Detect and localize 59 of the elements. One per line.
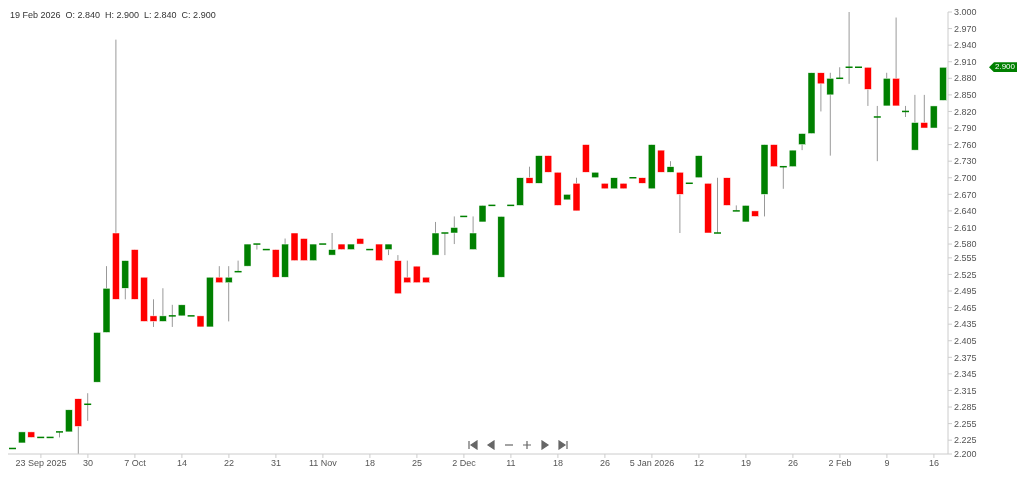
y-tick-label: 2.315 xyxy=(954,385,977,396)
x-tick-label: 12 xyxy=(693,458,704,469)
candlestick xyxy=(929,105,938,129)
x-tick-label: 23 Sep 2025 xyxy=(15,458,67,469)
y-tick-label: 2.465 xyxy=(954,302,977,313)
y-tick-label: 2.790 xyxy=(954,123,977,134)
y-tick-label: 2.730 xyxy=(954,156,977,167)
candlestick xyxy=(450,215,459,245)
y-tick-label: 2.580 xyxy=(954,239,977,250)
x-tick-label: 26 xyxy=(599,458,610,469)
y-tick-label: 2.940 xyxy=(954,40,977,51)
candlestick xyxy=(469,215,477,251)
candlestick xyxy=(168,304,176,328)
y-tick-label: 2.670 xyxy=(954,189,977,200)
candlestick xyxy=(714,177,721,234)
x-tick-label: 30 xyxy=(82,458,93,469)
x-tick-label: 2 Feb xyxy=(828,458,852,469)
y-tick-label: 2.850 xyxy=(954,90,977,101)
y-tick-label: 2.405 xyxy=(954,335,977,346)
x-tick-label: 25 xyxy=(411,458,422,469)
y-tick-label: 2.555 xyxy=(954,253,977,264)
y-tick-label: 2.610 xyxy=(954,222,977,233)
x-tick-label: 5 Jan 2026 xyxy=(629,458,675,469)
x-tick-label: 9 xyxy=(884,458,890,469)
y-tick-label: 2.255 xyxy=(954,418,977,429)
y-tick-label: 2.495 xyxy=(954,286,977,297)
y-tick-label: 2.700 xyxy=(954,172,977,183)
y-tick-label: 2.880 xyxy=(954,73,977,84)
y-tick-label: 2.345 xyxy=(954,369,977,380)
x-tick-label: 11 Nov xyxy=(308,458,338,469)
x-tick-label: 18 xyxy=(364,458,375,469)
y-tick-label: 2.375 xyxy=(954,352,977,363)
x-tick-label: 11 xyxy=(506,458,516,469)
y-tick-label: 3.000 xyxy=(954,7,977,18)
x-tick-label: 22 xyxy=(223,458,234,469)
x-tick-label: 19 xyxy=(740,458,751,469)
y-tick-label: 2.285 xyxy=(954,402,977,413)
y-tick-label: 2.200 xyxy=(954,449,977,460)
annotation: 19 Feb 2026 O: 2.840 H: 2.900 L: 2.840 C: 2.900 xyxy=(10,10,216,20)
candlestick xyxy=(224,265,233,322)
candlestick xyxy=(694,155,703,179)
y-tick-label: 2.640 xyxy=(954,206,977,217)
y-tick-label: 2.435 xyxy=(954,319,977,330)
y-tick-label: 2.970 xyxy=(954,23,977,34)
candlestick xyxy=(873,105,881,162)
x-tick-label: 26 xyxy=(787,458,798,469)
x-tick-label: 2 Dec xyxy=(452,458,477,469)
text: 2.900 xyxy=(989,62,1018,73)
x-tick-label: 18 xyxy=(552,458,563,469)
x-tick-label: 31 xyxy=(270,458,281,469)
y-tick-label: 2.760 xyxy=(954,139,977,150)
x-tick-label: 7 Oct xyxy=(124,458,147,469)
y-tick-label: 2.525 xyxy=(954,269,977,280)
x-tick-label: 16 xyxy=(928,458,939,469)
y-tick-label: 2.910 xyxy=(954,56,977,67)
x-tick-label: 14 xyxy=(176,458,187,469)
candlestick xyxy=(864,66,872,107)
y-tick-label: 2.225 xyxy=(954,435,977,446)
y-tick-label: 2.820 xyxy=(954,106,977,117)
